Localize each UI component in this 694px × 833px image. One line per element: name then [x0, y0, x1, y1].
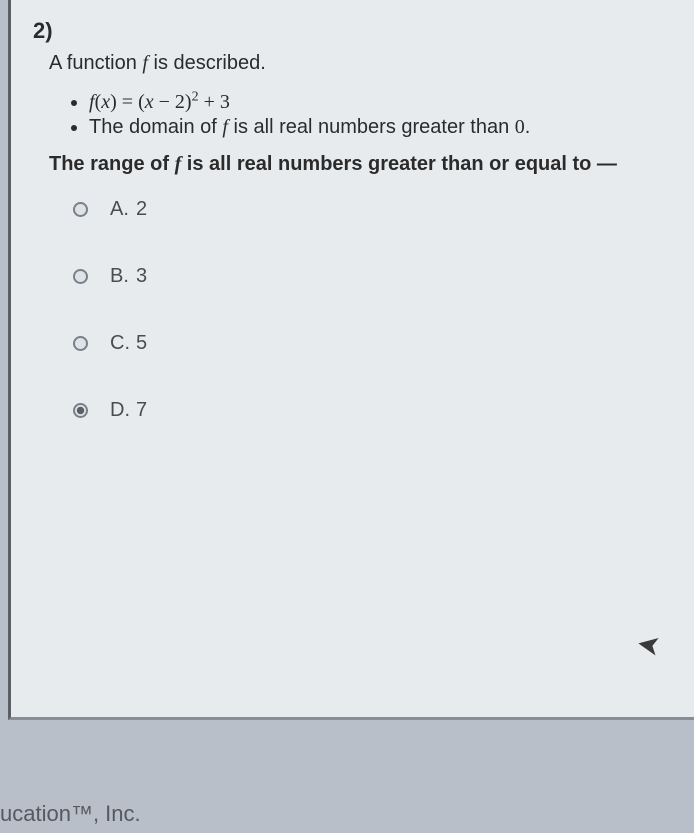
domain-period: .: [525, 116, 531, 138]
domain-suffix: is all real numbers greater than: [228, 116, 515, 138]
question-prompt: The range of f is all real numbers great…: [49, 153, 672, 176]
stem-prefix: A function: [49, 52, 142, 74]
eq-exp: 2: [192, 89, 199, 104]
choice-a[interactable]: A.2: [73, 198, 672, 221]
radio-icon[interactable]: [73, 269, 88, 284]
domain-zero: 0: [515, 116, 525, 138]
domain-prefix: The domain of: [89, 116, 222, 138]
choice-d[interactable]: D.7: [73, 399, 672, 422]
footer-brand: ucation™, Inc.: [0, 801, 141, 827]
choice-letter: A.: [110, 198, 136, 221]
prompt-suffix: is all real numbers greater than or equa…: [181, 153, 617, 175]
stem-suffix: is described.: [148, 52, 266, 74]
given-list: f(x) = (x − 2)2 + 3 The domain of f is a…: [89, 89, 672, 139]
choice-b[interactable]: B.3: [73, 265, 672, 288]
given-equation: f(x) = (x − 2)2 + 3: [89, 89, 672, 114]
choice-letter: D.: [110, 399, 136, 422]
choice-c[interactable]: C.5: [73, 332, 672, 355]
eq-x: x: [101, 91, 110, 113]
eq-rest: − 2): [154, 91, 192, 113]
choice-letter: C.: [110, 332, 136, 355]
choice-value: 5: [136, 332, 147, 354]
choice-value: 2: [136, 198, 147, 220]
given-domain: The domain of f is all real numbers grea…: [89, 116, 672, 139]
eq-lparen: (: [138, 91, 145, 113]
question-number: 2): [33, 18, 672, 44]
prompt-prefix: The range of: [49, 153, 175, 175]
radio-icon[interactable]: [73, 202, 88, 217]
choice-list: A.2 B.3 C.5 D.7: [73, 198, 672, 422]
radio-icon[interactable]: [73, 336, 88, 351]
cursor-icon: ➤: [634, 626, 663, 663]
eq-tail: + 3: [199, 91, 230, 113]
radio-icon[interactable]: [73, 403, 88, 418]
choice-letter: B.: [110, 265, 136, 288]
choice-value: 7: [136, 399, 147, 421]
eq-xvar: x: [145, 91, 154, 113]
question-card: 2) A function f is described. f(x) = (x …: [8, 0, 694, 720]
question-stem: A function f is described.: [49, 52, 672, 75]
choice-value: 3: [136, 265, 147, 287]
